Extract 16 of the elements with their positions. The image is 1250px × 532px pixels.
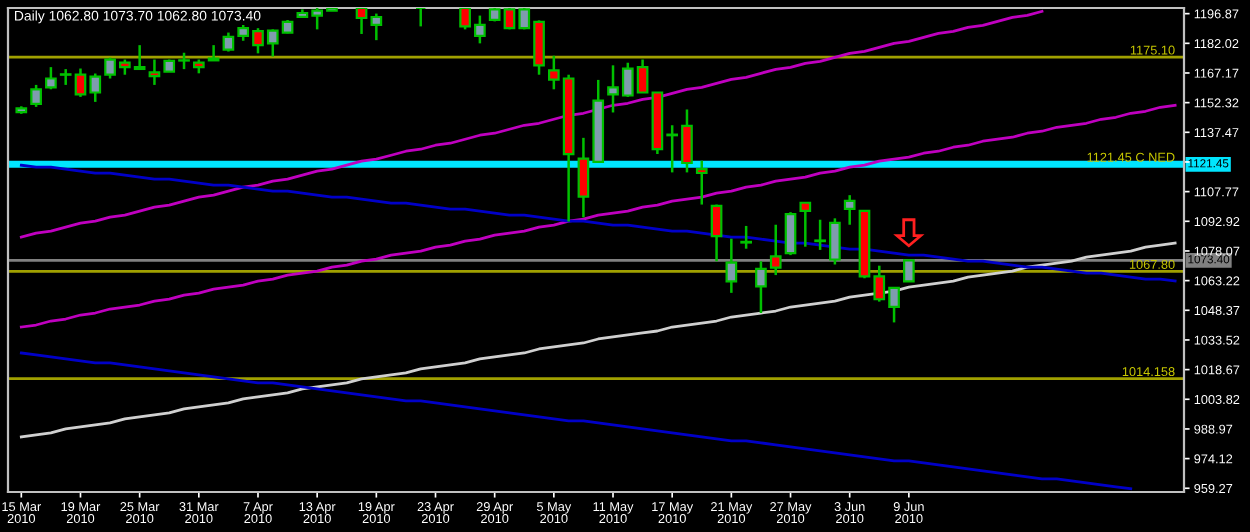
candlestick: [695, 159, 708, 206]
candlestick: [207, 43, 220, 63]
line-series: [19, 163, 1177, 283]
line-series: [19, 10, 1044, 239]
line-series: [19, 241, 1177, 439]
candlestick: [725, 237, 738, 295]
candlestick: [30, 83, 42, 109]
line-series: [19, 103, 1177, 329]
candlestick: [710, 203, 723, 263]
candlestick: [784, 210, 797, 257]
candlestick: [799, 201, 812, 248]
candlestick: [45, 65, 57, 91]
candlestick: [740, 224, 752, 250]
candlestick: [414, 8, 427, 28]
candlestick: [843, 193, 856, 226]
candlestick: [903, 258, 915, 283]
